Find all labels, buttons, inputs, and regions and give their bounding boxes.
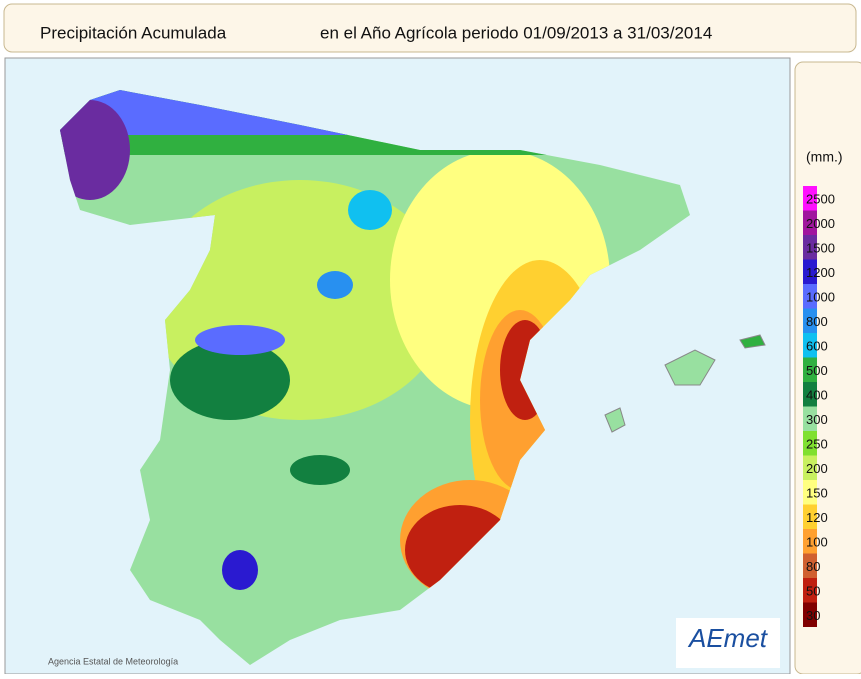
legend-label: 120 — [806, 510, 828, 525]
legend-unit: (mm.) — [806, 149, 843, 165]
legend-swatch — [803, 382, 817, 407]
title-period: en el Año Agrícola periodo 01/09/2013 a … — [320, 23, 712, 42]
legend-swatch — [803, 357, 817, 382]
legend-swatch — [803, 455, 817, 480]
legend-label: 150 — [806, 486, 828, 501]
legend-label: 2000 — [806, 216, 835, 231]
legend-swatch — [803, 284, 817, 309]
legend-swatch — [803, 480, 817, 505]
legend-label: 600 — [806, 339, 828, 354]
mallorca — [664, 349, 716, 386]
legend-label: 80 — [806, 559, 820, 574]
legend-label: 800 — [806, 314, 828, 329]
legend-swatch — [803, 308, 817, 333]
legend-swatch — [803, 578, 817, 603]
legend-label: 200 — [806, 461, 828, 476]
legend-label: 30 — [806, 608, 820, 623]
legend-swatch — [803, 259, 817, 284]
legend-swatch — [803, 406, 817, 431]
logo: AEmet — [687, 623, 769, 653]
credit: Agencia Estatal de Meteorología — [48, 656, 178, 666]
ibiza — [604, 407, 626, 433]
legend-label: 50 — [806, 584, 820, 599]
title-bar — [3, 3, 857, 53]
legend-label: 1200 — [806, 265, 835, 280]
legend-swatch — [803, 529, 817, 554]
legend-swatch — [803, 186, 817, 211]
legend-label: 1000 — [806, 290, 835, 305]
legend-label: 400 — [806, 388, 828, 403]
legend-label: 2500 — [806, 192, 835, 207]
title-main: Precipitación Acumulada — [40, 23, 227, 42]
legend-label: 300 — [806, 412, 828, 427]
legend-label: 250 — [806, 437, 828, 452]
legend: 2500 2000 1500 1200 1000 800 600 500 400 300 250 20… — [803, 186, 835, 627]
logo-box — [676, 618, 780, 668]
legend-swatch — [803, 431, 817, 456]
legend-label: 500 — [806, 363, 828, 378]
legend-swatch — [803, 553, 817, 578]
legend-label: 100 — [806, 535, 828, 550]
legend-label: 1500 — [806, 241, 835, 256]
legend-swatch — [803, 504, 817, 529]
legend-swatch — [803, 235, 817, 260]
legend-swatch — [803, 602, 817, 627]
legend-swatch — [803, 210, 817, 235]
menorca — [739, 334, 766, 349]
legend-swatch — [803, 333, 817, 358]
